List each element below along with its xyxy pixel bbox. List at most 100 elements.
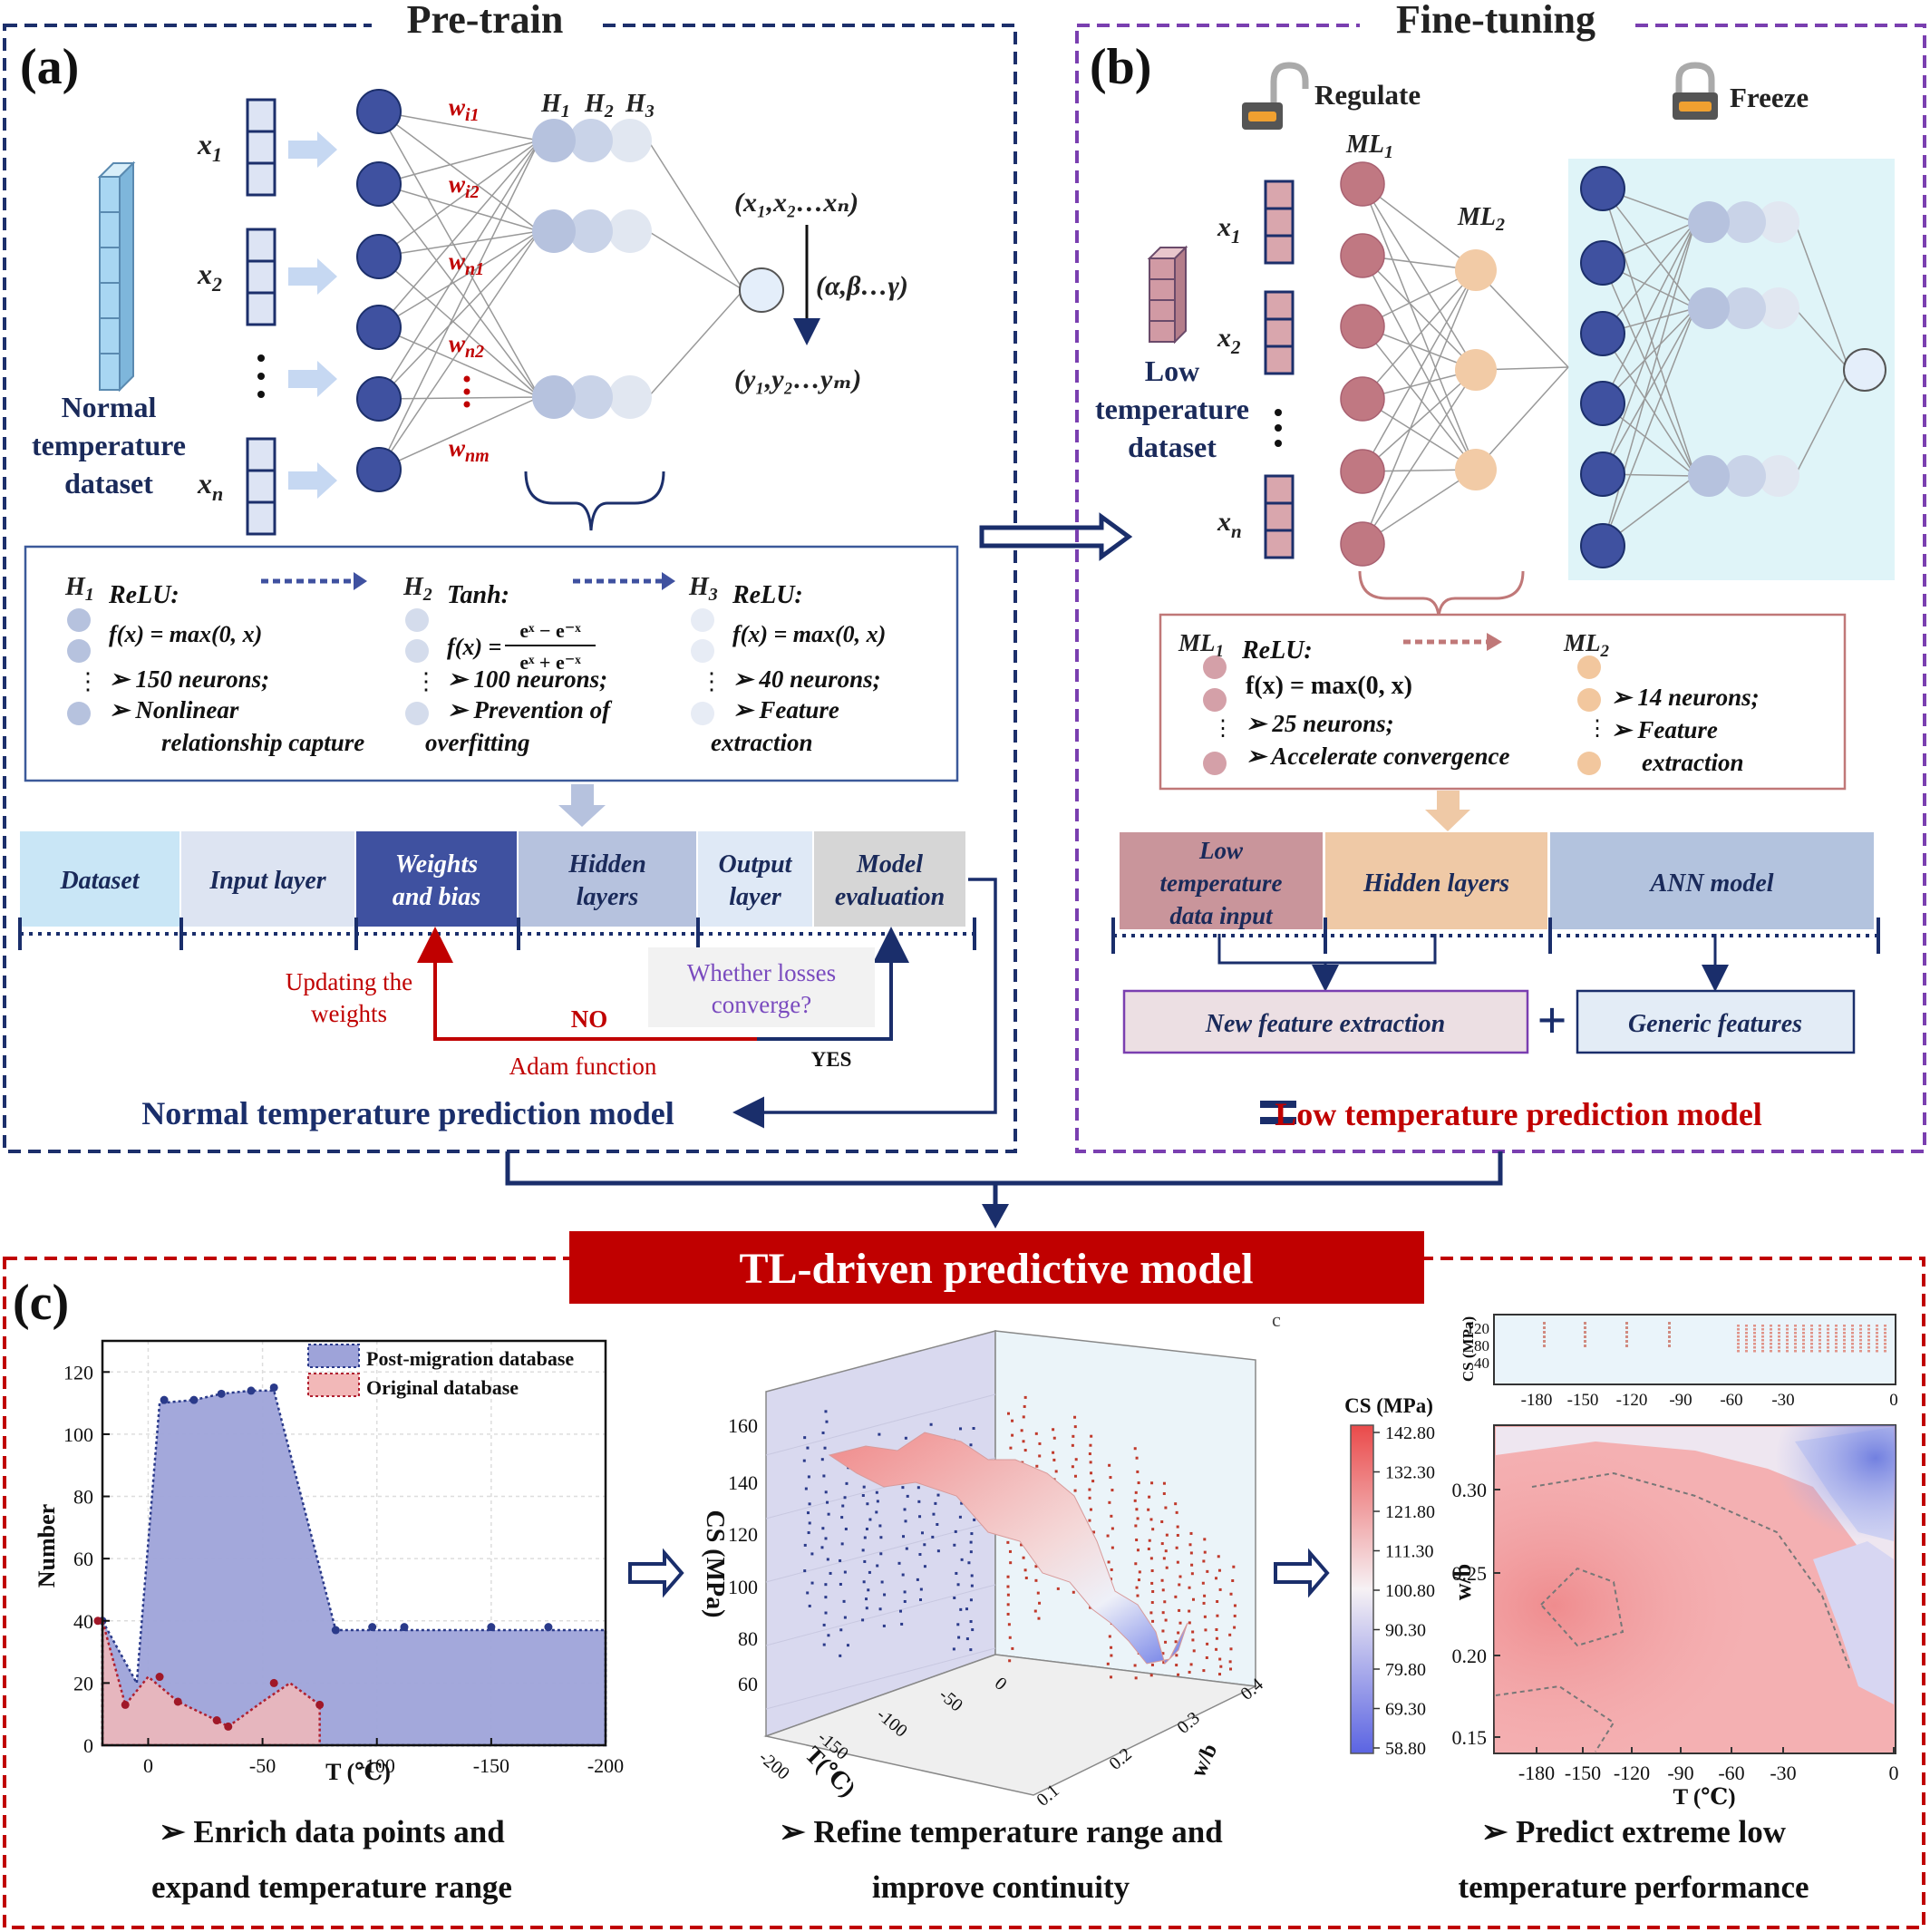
b-pipeline-label-2: ANN model [1648, 869, 1773, 898]
c2-blue-point [973, 1518, 976, 1521]
c3-strip-point [1770, 1343, 1772, 1345]
c3-strip-point [1745, 1335, 1748, 1338]
colorbar-title: CS (MPa) [1344, 1394, 1433, 1417]
c3-strip-xtick: -90 [1669, 1391, 1692, 1410]
input-label-1: x2 [197, 257, 222, 296]
c1-xlabel: T (℃) [325, 1759, 391, 1785]
low-dataset-line3: dataset [1128, 431, 1217, 463]
input-node-1 [356, 161, 402, 207]
c3-strip-point [1786, 1335, 1789, 1338]
block-neuron-1 [405, 639, 429, 663]
c2-blue-point [956, 1583, 960, 1587]
hidden-node-2-0 [532, 375, 576, 419]
c2-red-point [1177, 1673, 1180, 1676]
c2-blue-point [807, 1475, 810, 1479]
c2-red-point [1109, 1476, 1112, 1480]
c3-strip-point [1737, 1332, 1740, 1335]
panel-b: Fine-tuning (b) Regulate Freeze Low temp… [1075, 0, 1926, 1153]
c3-strip-point [1668, 1340, 1671, 1343]
hidden-head-h1: H1 [540, 90, 570, 121]
b-pipeline-step-1 [1325, 832, 1547, 929]
ml-block-neuron-1 [1203, 752, 1227, 775]
pipeline-step-1 [181, 831, 354, 927]
c2-blue-point [824, 1583, 828, 1587]
c3-strip-point [1794, 1343, 1797, 1345]
adam-label: Adam function [509, 1053, 657, 1080]
c2-red-point [1034, 1565, 1038, 1568]
c3-strip-point [1778, 1332, 1780, 1335]
c2-red-point [1165, 1566, 1169, 1569]
c2-blue-point [823, 1446, 827, 1450]
c1-legend-label-1: Original database [366, 1376, 519, 1399]
c2-red-point [1228, 1660, 1232, 1664]
c2-red-point [1160, 1578, 1164, 1582]
plus-sign: + [1537, 991, 1566, 1050]
c2-red-point [1092, 1530, 1096, 1534]
finetune-pipeline: Low temperature data input Hidden layers ANN… [1111, 832, 1880, 954]
colorbar-tick-label: 121.80 [1385, 1502, 1435, 1522]
c2-red-point [1089, 1508, 1092, 1511]
c2-red-point [1011, 1419, 1014, 1422]
c3-strip-point [1745, 1350, 1748, 1353]
no-loop-arrow [417, 927, 757, 1041]
c1-point-0-1 [160, 1395, 169, 1404]
input-node-0 [356, 89, 402, 134]
c2-red-point [1036, 1591, 1040, 1595]
c3-strip-point [1867, 1335, 1870, 1338]
c2-red-point [1215, 1577, 1218, 1580]
c2-blue-point [936, 1493, 940, 1497]
c2-red-point [1022, 1440, 1025, 1443]
c2-red-point [1215, 1647, 1218, 1651]
c2-blue-point [875, 1490, 878, 1494]
c2-blue-point [971, 1628, 975, 1632]
c2-red-point [1136, 1517, 1140, 1520]
stray-glyph: c [1272, 1308, 1281, 1331]
c2-red-point [1110, 1568, 1113, 1571]
c1-ytick-label: 100 [63, 1423, 93, 1446]
input-node-3 [356, 305, 402, 350]
c2-red-point [1231, 1579, 1235, 1583]
c2-red-point [1203, 1538, 1207, 1541]
frozen-input-node-3 [1580, 381, 1625, 426]
c3-strip-point [1876, 1325, 1878, 1327]
c3-strip-point [1810, 1332, 1813, 1335]
c3-strip-point [1876, 1339, 1878, 1342]
weight-ellipsis-dot [463, 388, 470, 395]
c2-red-point [1161, 1652, 1165, 1655]
c2-ztick-label: 80 [738, 1627, 758, 1650]
c3-strip-point [1859, 1328, 1862, 1331]
c2-blue-point [808, 1521, 811, 1525]
c2-red-point [1206, 1642, 1209, 1646]
c2-red-point [1174, 1595, 1178, 1598]
normal-dataset-column-icon [97, 160, 136, 393]
c3-strip-point [1835, 1346, 1838, 1349]
low-input-vector-1 [1264, 290, 1295, 375]
block-neuron-0 [67, 639, 91, 663]
equals-bar-bottom [1260, 1117, 1296, 1124]
c3-strip-point [1884, 1325, 1886, 1327]
c3-strip-point [1867, 1343, 1870, 1345]
c2-blue-point [969, 1540, 973, 1544]
c3-strip-point [1827, 1328, 1829, 1331]
banner-title: TL-driven predictive model [739, 1245, 1253, 1293]
new-feature-label: New feature extraction [1205, 1010, 1445, 1038]
c2-red-point [1138, 1570, 1141, 1574]
c1-point-0-5 [269, 1383, 278, 1392]
ml2-node-1 [1455, 349, 1497, 391]
c2-blue-point [824, 1410, 828, 1413]
c3-strip-point [1810, 1343, 1813, 1345]
pipeline-label-1: Input layer [209, 867, 326, 895]
c2-gridline [765, 1393, 996, 1456]
c2-red-point [1090, 1471, 1093, 1475]
c2-red-point [1203, 1594, 1207, 1597]
c3-strip-point [1745, 1325, 1748, 1327]
block-neuron-2 [691, 702, 714, 725]
c3-strip-point [1859, 1325, 1862, 1327]
frozen-hidden-node-2-1 [1724, 455, 1766, 497]
c2-red-point [1073, 1425, 1077, 1429]
c2-blue-point [919, 1587, 923, 1591]
c1-xtick-label: 0 [143, 1754, 153, 1777]
c1-point-0-9 [487, 1623, 496, 1632]
